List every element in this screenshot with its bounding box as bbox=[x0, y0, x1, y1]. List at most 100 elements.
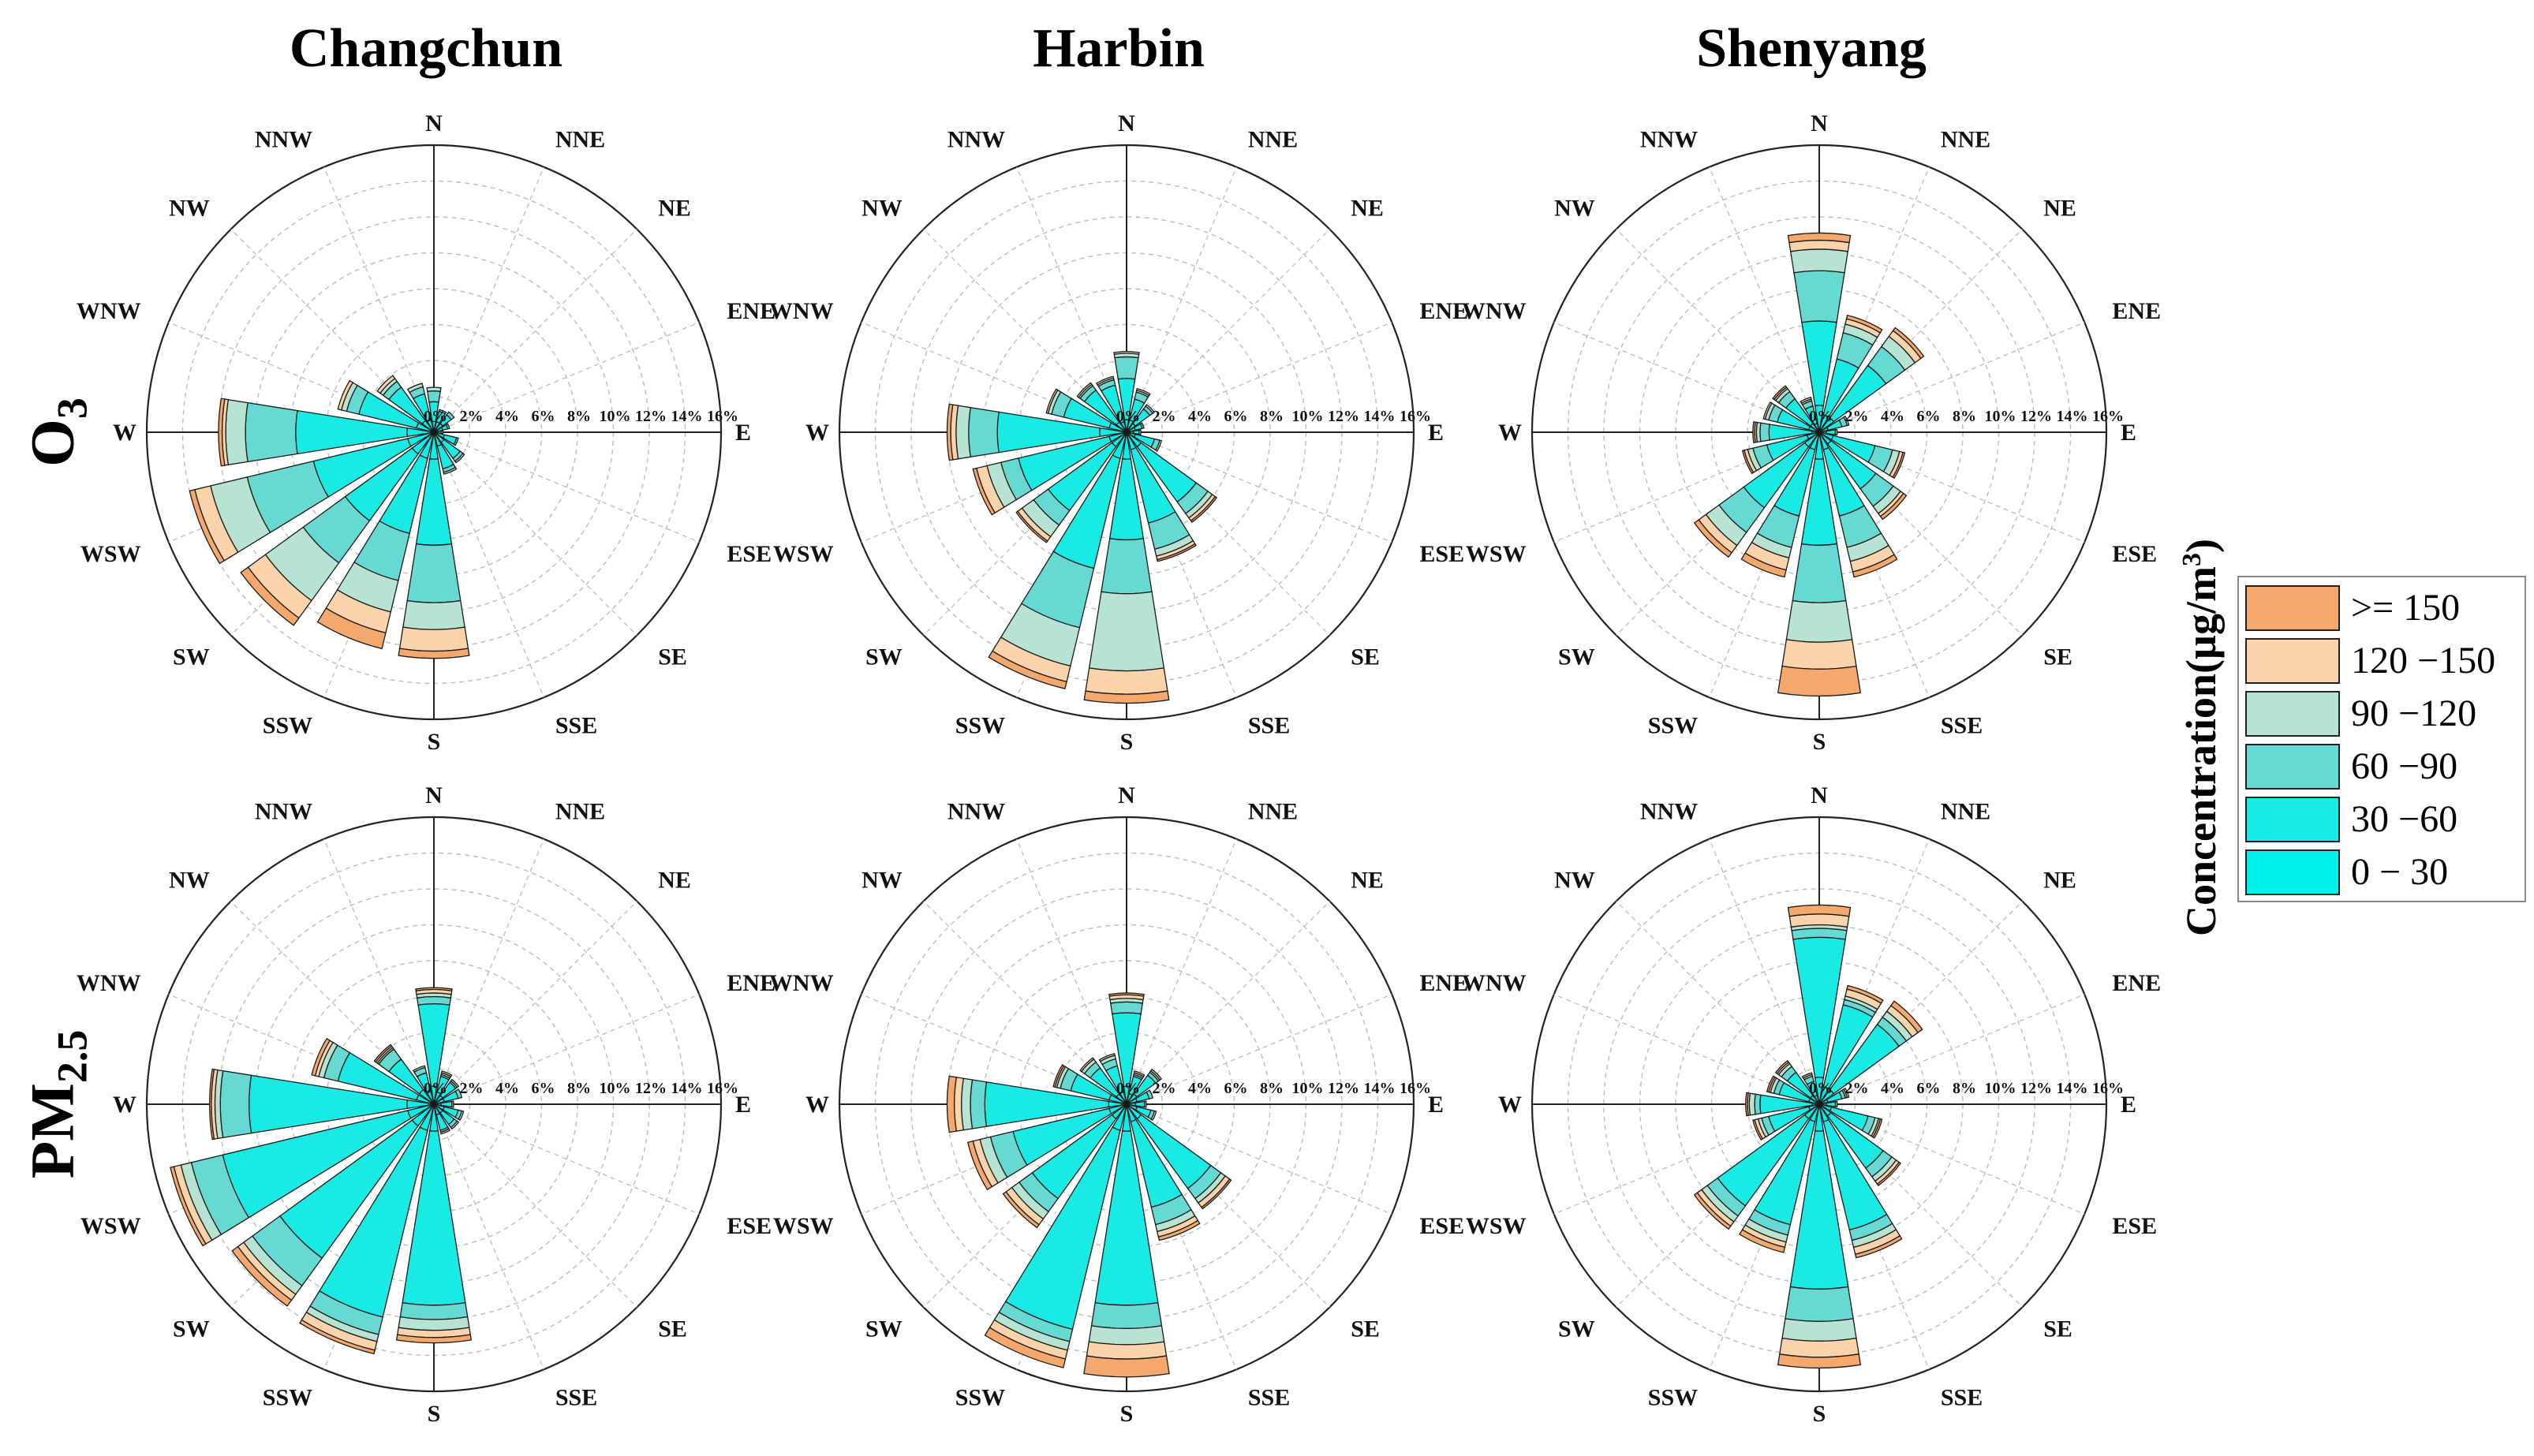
radial-tick-label: 2% bbox=[460, 408, 484, 425]
petal-ne-bin5 bbox=[1890, 1000, 1923, 1033]
radial-tick-label: 2% bbox=[1845, 408, 1869, 425]
petal-s-bin4 bbox=[1779, 1337, 1859, 1358]
spoke bbox=[1126, 322, 1392, 433]
spoke bbox=[433, 901, 637, 1105]
wind-rose-changchun-o3: 0% 2% 4% 6% 8% 10% 12% 14% 16% N NNE NE ENE E ESE SE SSE… bbox=[77, 110, 776, 755]
petal-nw-bin4 bbox=[376, 375, 396, 394]
spoke bbox=[433, 994, 700, 1105]
radial-tick-label: 4% bbox=[1881, 1080, 1904, 1097]
petal-n-bin4 bbox=[1113, 350, 1140, 355]
direction-label-se: SE bbox=[658, 644, 687, 670]
petal-wsw-bin5 bbox=[972, 467, 996, 516]
radial-tick-label: 12% bbox=[635, 408, 667, 425]
petal-s-bin4 bbox=[398, 626, 469, 652]
direction-label-s: S bbox=[428, 1401, 441, 1427]
radial-tick-label: 6% bbox=[1224, 1080, 1248, 1097]
radial-tick-label: 12% bbox=[2020, 408, 2052, 425]
petal-ese-bin3 bbox=[1150, 1110, 1157, 1122]
petal-ne-bin3 bbox=[450, 1078, 460, 1088]
radial-tick-label: 4% bbox=[1188, 1080, 1212, 1097]
petal-nw-bin4 bbox=[1076, 382, 1093, 398]
radial-tick-label: 2% bbox=[1153, 408, 1176, 425]
petal-ese-bin2 bbox=[453, 437, 459, 446]
petal-wsw-bin5 bbox=[170, 1166, 207, 1247]
petal-w-bin5 bbox=[946, 403, 954, 461]
petal-ssw-bin5 bbox=[1739, 1229, 1786, 1253]
petal-nnw-bin4 bbox=[1096, 375, 1115, 386]
petal-n-bin5 bbox=[1787, 232, 1852, 244]
legend-item: >= 150 bbox=[2245, 584, 2521, 633]
radial-tick-label: 14% bbox=[2057, 408, 2088, 425]
petal-ene-bin2 bbox=[1139, 422, 1145, 430]
spoke bbox=[323, 838, 435, 1105]
spoke bbox=[433, 431, 544, 698]
petal-sse-bin3 bbox=[439, 1128, 451, 1135]
direction-label-sw: SW bbox=[173, 644, 210, 670]
direction-label-ssw: SSW bbox=[263, 712, 312, 738]
petal-wsw-bin5 bbox=[1752, 1118, 1764, 1141]
legend-item: 120 −150 bbox=[2245, 637, 2521, 685]
direction-label-e: E bbox=[735, 420, 751, 446]
petal-se-bin3 bbox=[454, 452, 465, 464]
direction-label-ssw: SSW bbox=[955, 712, 1005, 738]
legend-swatch bbox=[2245, 849, 2340, 895]
direction-label-wnw: WNW bbox=[769, 298, 834, 324]
radial-tick-label: 16% bbox=[2092, 1080, 2124, 1097]
radial-tick-label: 12% bbox=[2020, 1080, 2052, 1097]
spoke bbox=[1709, 166, 1820, 433]
wind-rose-changchun-pm25: 0% 2% 4% 6% 8% 10% 12% 14% 16% N NNE NE ENE E ESE SE SSE… bbox=[77, 782, 776, 1427]
direction-label-nnw: NNW bbox=[1640, 799, 1698, 825]
direction-label-sw: SW bbox=[1558, 1316, 1595, 1342]
petal-sse-bin5 bbox=[1854, 1234, 1903, 1259]
direction-label-se: SE bbox=[1351, 644, 1380, 670]
wind-rose-harbin-o3: 0% 2% 4% 6% 8% 10% 12% 14% 16% N NNE NE ENE E ESE SE SSE… bbox=[769, 110, 1468, 755]
radial-tick-label: 16% bbox=[707, 408, 738, 425]
radial-tick-label: 0% bbox=[1116, 1080, 1140, 1097]
radial-tick-label: 6% bbox=[1224, 408, 1248, 425]
direction-label-ene: ENE bbox=[727, 298, 776, 324]
direction-label-nnw: NNW bbox=[947, 127, 1005, 153]
petal-e-bin2 bbox=[1834, 428, 1838, 436]
petal-sw-bin5 bbox=[240, 566, 300, 626]
petal-ssw-bin5 bbox=[299, 1319, 376, 1355]
petal-ne-bin4 bbox=[1149, 1068, 1163, 1081]
direction-label-n: N bbox=[1811, 782, 1828, 808]
direction-label-sw: SW bbox=[1558, 644, 1595, 670]
petal-ene-bin3 bbox=[1843, 415, 1850, 427]
legend: >= 150 120 −150 90 −120 60 −90 30 −60 0 … bbox=[2237, 576, 2526, 902]
direction-label-ese: ESE bbox=[1419, 541, 1464, 567]
radial-tick-label: 0% bbox=[1809, 1080, 1833, 1097]
petal-s-bin3 bbox=[1781, 1318, 1857, 1342]
direction-label-s: S bbox=[428, 729, 441, 755]
petal-w-bin5 bbox=[209, 1068, 215, 1141]
radial-tick-label: 14% bbox=[1364, 1080, 1396, 1097]
direction-label-sse: SSE bbox=[1941, 712, 1983, 738]
petal-nne-bin2 bbox=[438, 409, 447, 415]
petal-wsw-bin5 bbox=[189, 488, 226, 565]
radial-tick-label: 10% bbox=[600, 1080, 631, 1097]
radial-tick-label: 16% bbox=[707, 1080, 738, 1097]
spoke bbox=[1126, 1103, 1392, 1215]
petal-ese-bin5 bbox=[1892, 451, 1906, 480]
direction-label-nw: NW bbox=[1554, 196, 1595, 222]
petal-se-bin5 bbox=[1201, 1178, 1232, 1210]
petal-ne-bin5 bbox=[1892, 327, 1925, 360]
direction-label-ese: ESE bbox=[2112, 1213, 2157, 1239]
direction-label-ene: ENE bbox=[1419, 298, 1468, 324]
radial-tick-label: 0% bbox=[1116, 408, 1140, 425]
petal-nne-bin4 bbox=[1135, 387, 1151, 397]
radial-tick-label: 8% bbox=[1953, 1080, 1976, 1097]
radial-tick-label: 8% bbox=[1953, 408, 1976, 425]
petal-n-bin5 bbox=[1108, 992, 1145, 997]
direction-label-n: N bbox=[1118, 110, 1135, 136]
petal-s-bin2 bbox=[1785, 1286, 1854, 1322]
direction-label-e: E bbox=[1428, 420, 1444, 446]
direction-label-nw: NW bbox=[1554, 868, 1595, 894]
petal-nne-bin5 bbox=[1845, 315, 1883, 334]
petal-ne-bin3 bbox=[1145, 404, 1155, 414]
petal-sw-bin5 bbox=[1693, 519, 1732, 558]
direction-label-ne: NE bbox=[658, 868, 691, 894]
petal-ssw-bin5 bbox=[984, 1327, 1067, 1368]
radial-tick-label: 10% bbox=[1292, 1080, 1324, 1097]
petal-se-bin5 bbox=[1876, 1161, 1901, 1186]
